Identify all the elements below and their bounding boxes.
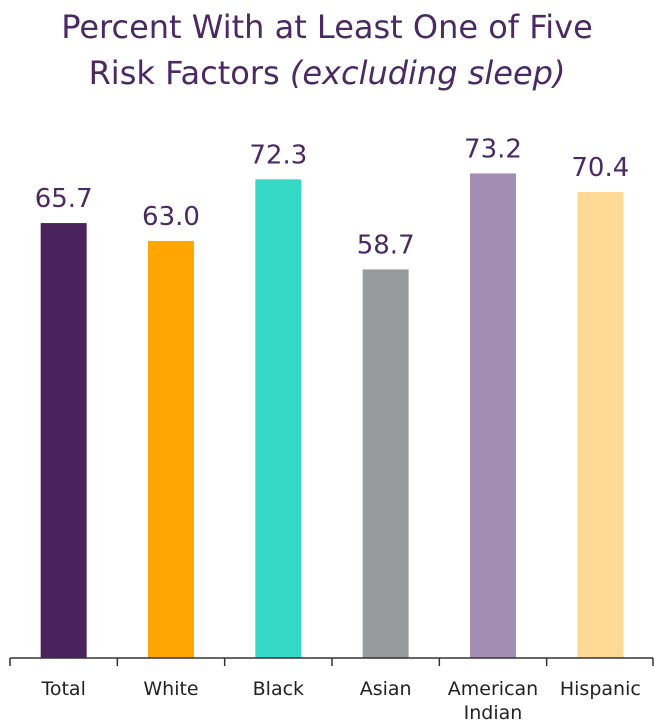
value-label: 70.4 — [571, 153, 629, 183]
bar-american-indian — [470, 173, 516, 658]
chart-title-line2: Risk Factors (excluding sleep) — [0, 50, 654, 96]
category-label: Black — [253, 678, 304, 700]
chart-title: Percent With at Least One of Five Risk F… — [0, 4, 654, 96]
x-axis — [9, 657, 654, 666]
bar-asian — [362, 269, 409, 658]
category-label: Total — [40, 678, 85, 700]
category-label: White — [143, 678, 198, 700]
category-label: American — [448, 678, 538, 700]
chart-title-risk-factors: Risk Factors — [88, 54, 290, 92]
category-label: Hispanic — [560, 678, 641, 700]
category-label: Asian — [360, 678, 412, 700]
bars-group — [40, 173, 624, 659]
value-label: 73.2 — [464, 134, 522, 164]
category-label: Indian — [464, 702, 523, 724]
value-labels-group: 65.7 63.0 72.3 58.7 73.2 70.4 — [35, 134, 630, 260]
bar-total — [40, 223, 87, 659]
bar-hispanic — [577, 191, 624, 658]
value-label: 72.3 — [249, 140, 307, 170]
value-label: 63.0 — [142, 202, 200, 232]
bar-white — [148, 240, 194, 658]
chart-title-subtitle: (excluding sleep) — [289, 54, 566, 92]
chart-title-main: Percent With at Least One of Five — [61, 8, 593, 46]
value-label: 65.7 — [35, 184, 93, 214]
bar-black — [255, 179, 302, 658]
value-label: 58.7 — [357, 230, 415, 260]
